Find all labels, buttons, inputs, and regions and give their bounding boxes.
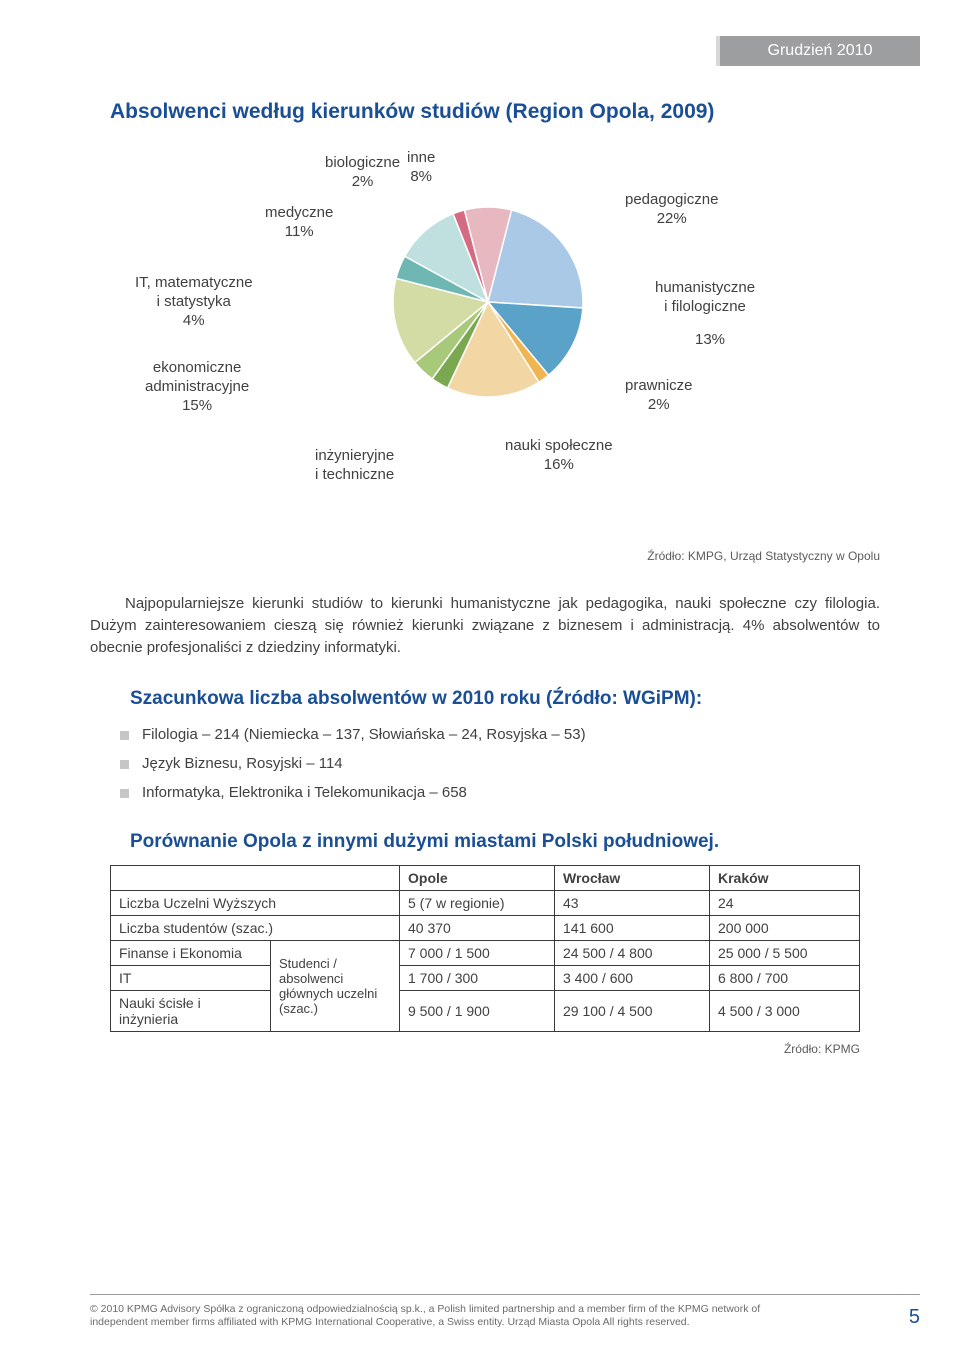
table-cell: 43	[555, 891, 710, 916]
table-cell: 1 700 / 300	[400, 966, 555, 991]
table-cell: 5 (7 w regionie)	[400, 891, 555, 916]
chart-label-it_math: IT, matematycznei statystyka4%	[135, 274, 253, 330]
table-cell: 40 370	[400, 916, 555, 941]
chart-label-spoleczne: nauki społeczne16%	[505, 437, 613, 475]
table-cell: 24	[710, 891, 860, 916]
page-footer: © 2010 KPMG Advisory Spółka z ograniczon…	[90, 1294, 920, 1330]
table-cell: 200 000	[710, 916, 860, 941]
page-content: Absolwenci według kierunków studiów (Reg…	[90, 100, 880, 1056]
table-row: Nauki ścisłe i inżynieria 9 500 / 1 90029…	[111, 991, 860, 1032]
table-cell: Nauki ścisłe i inżynieria	[111, 991, 271, 1032]
table-header: Wrocław	[555, 866, 710, 891]
table-cell: Finanse i Ekonomia	[111, 941, 271, 966]
body-text-span: Najpopularniejsze kierunki studiów to ki…	[90, 595, 880, 656]
table-cell: 24 500 / 4 800	[555, 941, 710, 966]
header-date-band: Grudzień 2010	[720, 36, 920, 66]
list-item: Informatyka, Elektronika i Telekomunikac…	[120, 784, 880, 801]
table-row: Liczba Uczelni Wyższych5 (7 w regionie)4…	[111, 891, 860, 916]
page-number: 5	[889, 1304, 920, 1330]
table-cell-merged-note: Studenci / absolwenci głównych uczelni (…	[271, 941, 400, 1032]
body-paragraph: Najpopularniejsze kierunki studiów to ki…	[90, 593, 880, 658]
chart-label-biolog: biologiczne2%	[325, 154, 400, 192]
table-cell: Liczba Uczelni Wyższych	[111, 891, 400, 916]
comparison-title: Porównanie Opola z innymi dużymi miastam…	[130, 831, 880, 853]
chart-label-inzynier: inżynieryjnei techniczne	[315, 447, 394, 485]
table-cell: 7 000 / 1 500	[400, 941, 555, 966]
pie-svg	[390, 204, 586, 400]
pie-chart: inne8% pedagogiczne22% humanistycznei filo…	[135, 149, 835, 539]
chart-label-ekonom: ekonomiczneadministracyjne15%	[145, 359, 249, 415]
estimates-list: Filologia – 214 (Niemiecka – 137, Słowia…	[120, 726, 880, 801]
table-cell: 6 800 / 700	[710, 966, 860, 991]
table-header	[111, 866, 400, 891]
table-cell: 9 500 / 1 900	[400, 991, 555, 1032]
footer-copyright: © 2010 KPMG Advisory Spółka z ograniczon…	[90, 1303, 810, 1330]
table-header: Opole	[400, 866, 555, 891]
chart-label-pedagogiczne: pedagogiczne22%	[625, 191, 718, 229]
estimates-title: Szacunkowa liczba absolwentów w 2010 rok…	[130, 688, 880, 710]
table-cell: 141 600	[555, 916, 710, 941]
table-cell: Liczba studentów (szac.)	[111, 916, 400, 941]
chart-title: Absolwenci według kierunków studiów (Reg…	[110, 100, 880, 124]
list-item: Język Biznesu, Rosyjski – 114	[120, 755, 880, 772]
table-cell: 3 400 / 600	[555, 966, 710, 991]
table-row: IT 1 700 / 3003 400 / 6006 800 / 700	[111, 966, 860, 991]
chart-label-inne: inne8%	[407, 149, 435, 187]
comparison-table: OpoleWrocławKrakówLiczba Uczelni Wyższyc…	[110, 865, 860, 1032]
chart-label-hum_pct: 13%	[695, 331, 725, 350]
chart-label-prawnicze: prawnicze2%	[625, 377, 693, 415]
table-header: Kraków	[710, 866, 860, 891]
chart-label-medyczne: medyczne11%	[265, 204, 333, 242]
comparison-source: Źródło: KPMG	[90, 1042, 860, 1056]
table-cell: 29 100 / 4 500	[555, 991, 710, 1032]
table-row: Liczba studentów (szac.)40 370141 600200…	[111, 916, 860, 941]
table-cell: 4 500 / 3 000	[710, 991, 860, 1032]
list-item: Filologia – 214 (Niemiecka – 137, Słowia…	[120, 726, 880, 743]
table-cell: IT	[111, 966, 271, 991]
chart-source: Źródło: KMPG, Urząd Statystyczny w Opolu	[90, 549, 880, 563]
table-row: Finanse i EkonomiaStudenci / absolwenci …	[111, 941, 860, 966]
chart-label-humanist: humanistycznei filologiczne	[655, 279, 755, 317]
table-cell: 25 000 / 5 500	[710, 941, 860, 966]
